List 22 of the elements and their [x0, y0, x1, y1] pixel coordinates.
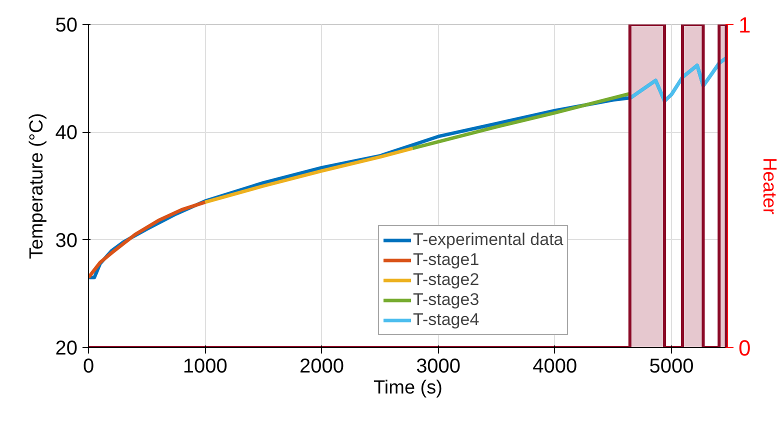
x-tick-label: 2000 [299, 356, 344, 378]
x-tick-label: 1000 [182, 356, 228, 378]
legend-label: T-experimental data [413, 230, 564, 250]
legend-label: T-stage1 [413, 250, 480, 270]
x-tick-label: 4000 [532, 356, 578, 378]
legend-label: T-stage2 [413, 270, 480, 290]
x-axis-title: Time (s) [374, 378, 442, 398]
x-tick-label: 5000 [649, 356, 694, 378]
y-tick-label: 30 [55, 230, 78, 252]
y2-tick-label: 1 [738, 12, 751, 38]
y-tick-label: 50 [55, 14, 78, 36]
y-tick-label: 20 [55, 338, 78, 360]
y-axis-title: Temperature (°C) [26, 113, 48, 259]
x-tick-label: 0 [82, 356, 94, 378]
legend-label: T-stage3 [413, 290, 480, 310]
legend-label: T-stage4 [413, 310, 480, 330]
x-tick-label: 3000 [416, 356, 461, 378]
y2-tick-label: 0 [738, 336, 751, 360]
y-tick-label: 40 [55, 122, 78, 144]
line-series [203, 146, 414, 204]
line-series [88, 200, 207, 280]
y2-axis-title: Heater [758, 157, 780, 216]
